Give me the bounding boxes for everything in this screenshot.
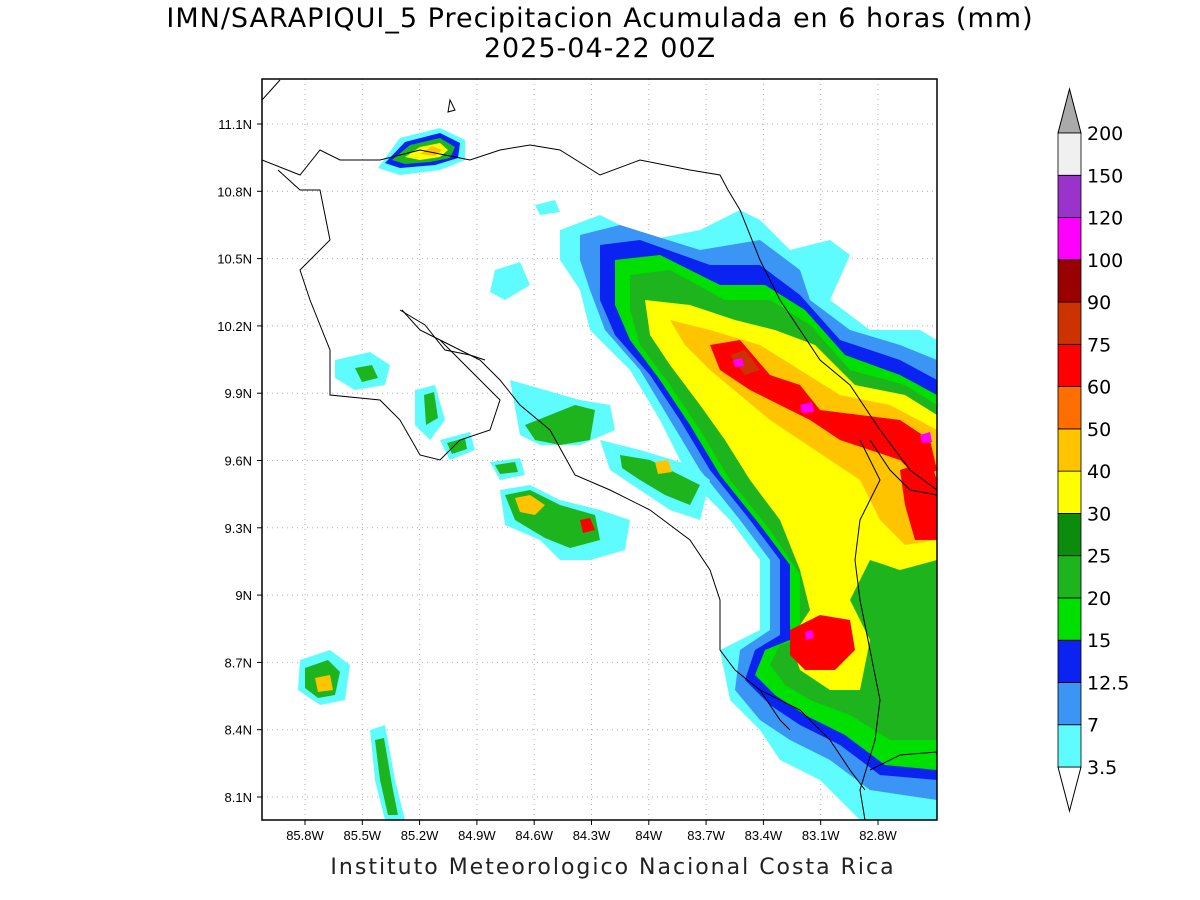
- colorbar-label: 100: [1087, 250, 1123, 272]
- lat-tick-label: 10.2N: [217, 319, 252, 334]
- lat-tick-label: 9.6N: [225, 454, 252, 469]
- rain-band-caribbean-60: [710, 340, 937, 480]
- rain-cell-b-20: [424, 392, 438, 425]
- colorbar-label: 120: [1087, 208, 1123, 230]
- rain-band-caribbean-120a: [733, 358, 744, 367]
- lon-tick-label: 85.5W: [344, 828, 382, 843]
- rain-band-caribbean-120c: [920, 432, 932, 443]
- lon-tick-label: 84W: [635, 828, 662, 843]
- colorbar-label: 150: [1087, 165, 1123, 187]
- colorbar-swatch: [1057, 174, 1082, 218]
- rain-cell-h-40: [315, 675, 333, 692]
- rain-band-caribbean-120b: [800, 402, 814, 413]
- lon-tick-label: 83.1W: [802, 828, 840, 843]
- lon-tick-label: 85.2W: [401, 828, 439, 843]
- rain-cluster-east: [900, 460, 937, 540]
- colorbar-swatch: [1057, 682, 1082, 726]
- colorbar-label: 40: [1087, 461, 1111, 483]
- lat-tick-label: 9N: [235, 588, 252, 603]
- footer-credit: Instituto Meteorologico Nacional Costa R…: [330, 855, 896, 880]
- colorbar-swatch: [1057, 301, 1082, 345]
- coastlines-borders: [262, 79, 937, 820]
- caribbean-coast: [727, 189, 937, 491]
- rain-cell-f-60: [580, 518, 595, 533]
- colorbar-label: 7: [1087, 715, 1099, 737]
- lat-tick-label: 8.1N: [225, 790, 252, 805]
- rain-cell-c-20: [447, 438, 467, 454]
- colorbar-swatch: [1057, 386, 1082, 430]
- colorbar-label: 60: [1087, 377, 1111, 399]
- osa-peninsula: [759, 689, 866, 791]
- lat-tick-label: 9.9N: [225, 386, 252, 401]
- rain-cluster-south: [790, 615, 855, 670]
- rain-cluster-south-core: [805, 630, 814, 640]
- burica-peninsula: [869, 751, 937, 771]
- lat-tick-label: 8.4N: [225, 723, 252, 738]
- colorbar-label: 200: [1087, 123, 1123, 145]
- colorbar-swatch: [1057, 724, 1082, 768]
- colorbar-swatch: [1057, 132, 1082, 176]
- rain-cell-f-40: [515, 495, 545, 515]
- rain-cell-d-20: [525, 405, 595, 445]
- lon-tick-label: 83.4W: [745, 828, 783, 843]
- rain-cell-j: [490, 262, 530, 300]
- lon-tick-label: 84.6W: [515, 828, 553, 843]
- colorbar-label: 50: [1087, 419, 1111, 441]
- colorbar: 3.5 7 12.5 15 20 25 30 40 50 60 75 90 100 120 150 200: [1057, 87, 1129, 813]
- longitude-labels: 85.8W 85.5W 85.2W 84.9W 84.6W 84.3W 84W 83.7W 83…: [286, 820, 898, 843]
- colorbar-label: 15: [1087, 630, 1111, 652]
- rain-band-caribbean-30: [645, 300, 937, 690]
- lon-tick-label: 82.8W: [859, 828, 897, 843]
- lat-tick-label: 8.7N: [225, 655, 252, 670]
- precipitation-field: [298, 128, 937, 820]
- panama-border: [854, 439, 881, 820]
- rain-cell-k: [535, 200, 560, 215]
- nicaragua-border: [262, 144, 729, 191]
- colorbar-swatch: [1057, 217, 1082, 261]
- pacific-coast: [277, 169, 791, 731]
- colorbar-swatch: [1057, 513, 1082, 557]
- colorbar-label: 30: [1087, 503, 1111, 525]
- lon-tick-label: 83.7W: [687, 828, 725, 843]
- colorbar-swatch: [1057, 470, 1082, 514]
- colorbar-swatch: [1057, 428, 1082, 472]
- colorbar-bottom-arrow: [1057, 766, 1082, 813]
- map-frame: [261, 78, 938, 821]
- rain-cell-g-40: [655, 460, 672, 474]
- lat-tick-label: 11.1N: [218, 117, 252, 132]
- lon-tick-label: 85.8W: [286, 828, 324, 843]
- map-title: IMN/SARAPIQUI_5 Precipitacion Acumulada …: [166, 3, 1034, 34]
- colorbar-label: 3.5: [1087, 757, 1117, 779]
- colorbar-label: 20: [1087, 588, 1111, 610]
- colorbar-swatch: [1057, 343, 1082, 388]
- rain-cell-e-20: [495, 462, 518, 474]
- latitude-labels: 11.1N 10.8N 10.5N 10.2N 9.9N 9.6N 9.3N 9N 8.7N 8.…: [217, 117, 262, 805]
- lat-tick-label: 10.8N: [217, 184, 252, 199]
- rain-cell-i-20: [375, 738, 398, 815]
- colorbar-swatch: [1057, 555, 1082, 599]
- colorbar-label: 12.5: [1087, 672, 1129, 694]
- colorbar-swatch: [1057, 597, 1082, 641]
- rain-cell-g-20: [620, 455, 700, 505]
- colorbar-label: 90: [1087, 292, 1111, 314]
- colorbar-swatch: [1057, 259, 1082, 303]
- nicoya-gulf: [399, 309, 486, 361]
- colorbar-label: 75: [1087, 334, 1111, 356]
- lon-tick-label: 84.9W: [458, 828, 496, 843]
- panama-coast: [869, 439, 937, 496]
- lake-nicaragua-shore: [262, 79, 456, 113]
- lat-tick-label: 9.3N: [225, 521, 252, 536]
- lat-tick-label: 10.5N: [217, 252, 252, 267]
- map-date: 2025-04-22 00Z: [483, 33, 717, 64]
- colorbar-label: 25: [1087, 546, 1111, 568]
- rain-cell-a-20: [355, 365, 378, 382]
- lon-tick-label: 84.3W: [573, 828, 611, 843]
- rain-band-caribbean-75: [730, 350, 760, 375]
- colorbar-swatch: [1057, 639, 1082, 683]
- colorbar-top-arrow: [1057, 87, 1082, 134]
